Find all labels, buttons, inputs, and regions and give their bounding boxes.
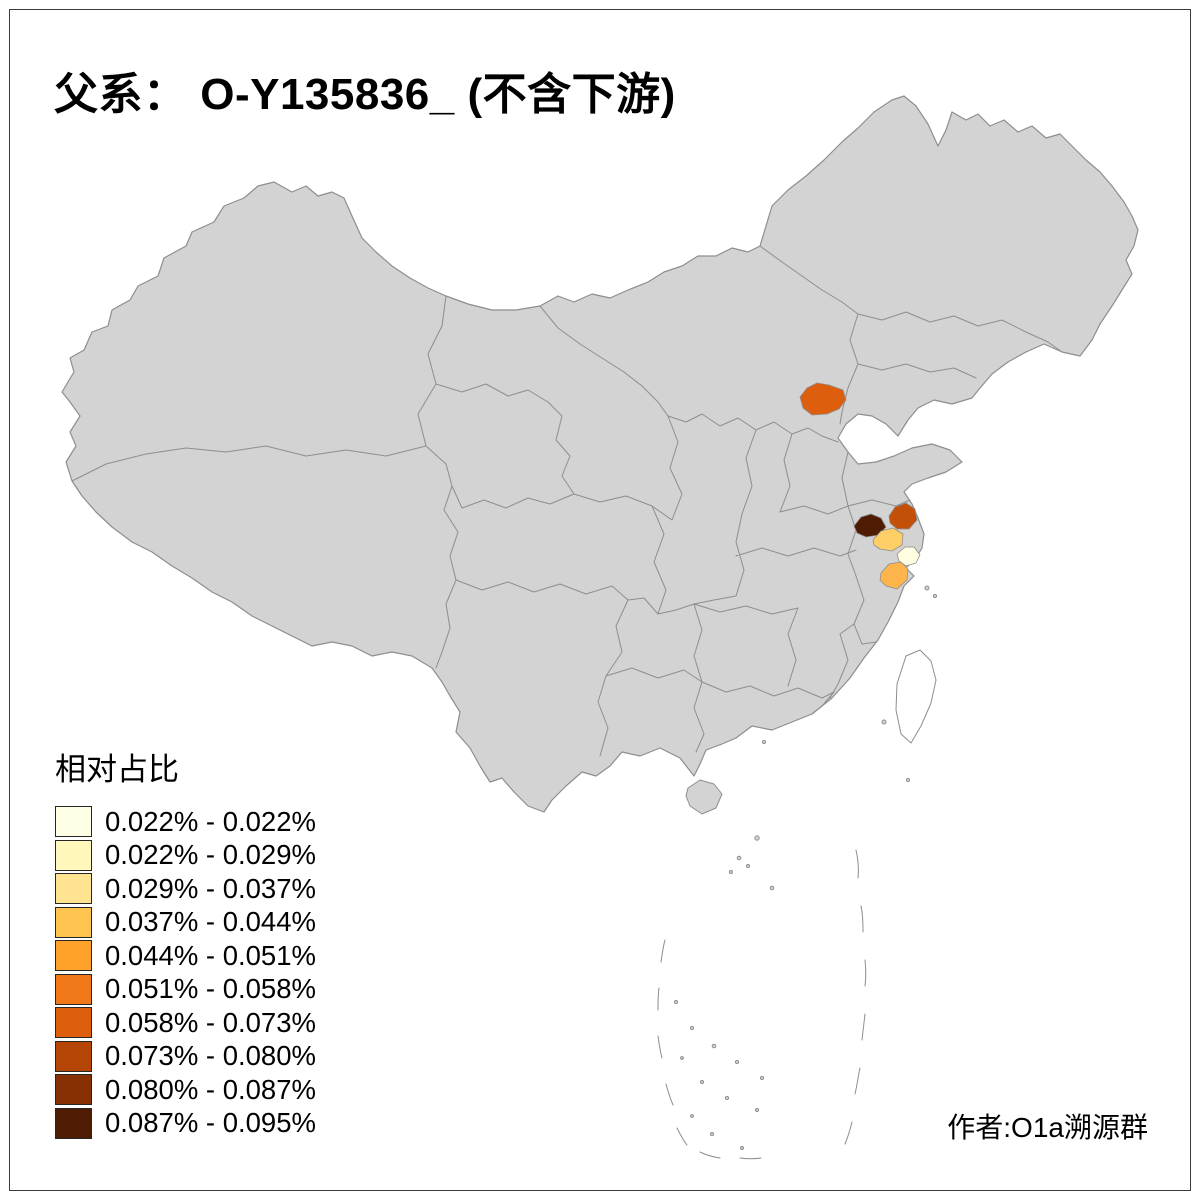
offshore-island-dots — [673, 585, 938, 1150]
legend-swatch — [55, 1107, 92, 1139]
legend-swatch — [55, 1040, 92, 1072]
legend-item: 0.022% - 0.022% — [55, 806, 316, 837]
legend-item: 0.022% - 0.029% — [55, 839, 316, 871]
legend-label: 0.044% - 0.051% — [105, 939, 316, 971]
legend-label: 0.022% - 0.029% — [105, 839, 316, 871]
legend-swatch — [55, 1074, 92, 1105]
legend-item: 0.044% - 0.051% — [55, 940, 316, 971]
legend: 相对占比 0.022% - 0.022% 0.022% - 0.029% 0.0… — [55, 744, 316, 1141]
sea-boundary-dashes — [657, 849, 867, 1160]
legend-title: 相对占比 — [55, 752, 179, 787]
legend-label: 0.029% - 0.037% — [105, 872, 316, 904]
region-north-zhejiang — [879, 561, 909, 590]
legend-swatch — [55, 906, 92, 938]
legend-label: 0.080% - 0.087% — [105, 1073, 316, 1105]
legend-item: 0.058% - 0.073% — [55, 1007, 316, 1038]
legend-item: 0.080% - 0.087% — [55, 1074, 316, 1105]
legend-label: 0.022% - 0.022% — [105, 805, 316, 837]
region-beijing-area — [799, 382, 847, 416]
mainland — [61, 95, 1139, 813]
legend-label: 0.087% - 0.095% — [105, 1107, 316, 1139]
legend-label: 0.051% - 0.058% — [105, 973, 316, 1005]
region-south-jiangsu — [872, 527, 904, 552]
legend-item: 0.051% - 0.058% — [55, 973, 316, 1005]
legend-item: 0.073% - 0.080% — [55, 1040, 316, 1072]
legend-swatch — [55, 940, 92, 971]
legend-item: 0.029% - 0.037% — [55, 873, 316, 904]
legend-swatch — [55, 1007, 92, 1038]
legend-label: 0.037% - 0.044% — [105, 906, 316, 938]
legend-swatch — [55, 873, 92, 904]
legend-swatch — [55, 806, 92, 837]
legend-swatch — [55, 839, 92, 871]
province-boundaries — [71, 245, 1063, 757]
map-root — [61, 95, 1139, 1160]
legend-label: 0.058% - 0.073% — [105, 1006, 316, 1038]
region-southwest-jiangsu — [853, 513, 887, 538]
legend-item: 0.037% - 0.044% — [55, 906, 316, 938]
hainan-island — [685, 779, 723, 815]
region-central-jiangsu — [888, 502, 918, 530]
map-title: 父系： O-Y135836_ (不含下游) — [54, 70, 676, 119]
legend-item: 0.087% - 0.095% — [55, 1107, 316, 1139]
taiwan-island — [895, 649, 937, 744]
highlighted-regions — [799, 382, 921, 590]
author-credit: 作者:O1a溯源群 — [947, 1112, 1148, 1143]
legend-label: 0.073% - 0.080% — [105, 1040, 316, 1072]
legend-swatch — [55, 973, 92, 1005]
